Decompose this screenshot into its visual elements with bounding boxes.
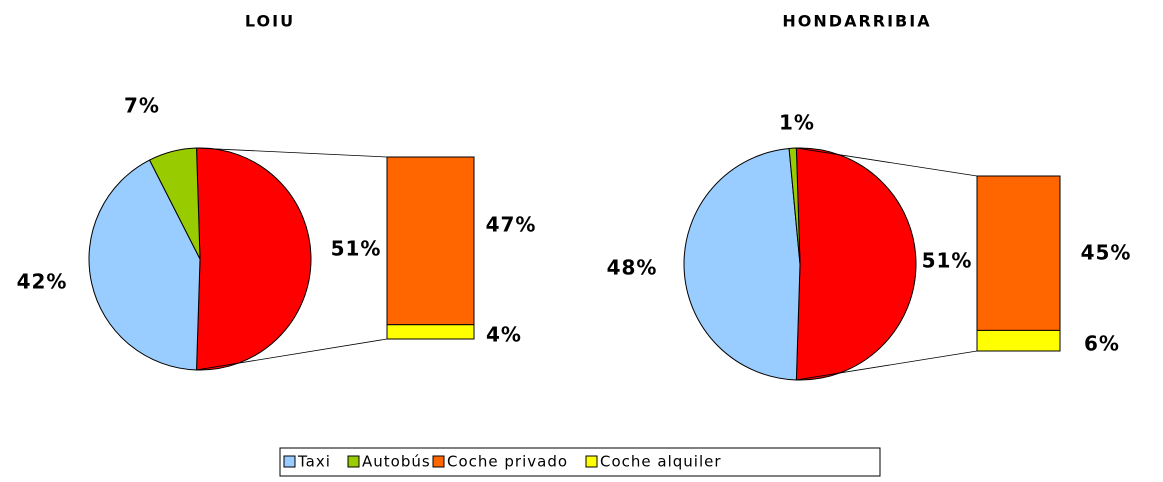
data-label: 45% (1081, 241, 1132, 265)
legend-swatch (283, 455, 296, 468)
legend-label: Coche privado (447, 453, 568, 471)
data-label: 4% (486, 323, 522, 347)
data-label: 51% (331, 237, 382, 261)
data-label: 51% (922, 249, 973, 273)
chart-title: HONDARRIBIA (782, 12, 931, 31)
connector (196, 338, 388, 371)
pie-slice (795, 147, 917, 381)
legend-label: Taxi (297, 453, 331, 471)
legend-label: Autobús (362, 453, 431, 471)
bar-segment (976, 175, 1061, 331)
data-label: 42% (17, 270, 68, 294)
legend-swatch (432, 455, 445, 468)
bar-segment (976, 329, 1061, 352)
pie-slice (88, 159, 201, 371)
pie-slice (788, 147, 801, 265)
pie-slice (148, 147, 201, 260)
chart-title: LOIU (245, 12, 295, 31)
data-label: 6% (1084, 332, 1120, 356)
legend-swatch (585, 455, 598, 468)
legend-swatch (347, 455, 360, 468)
legend-label: Coche alquiler (600, 453, 722, 471)
connector (196, 147, 388, 158)
pie-slice (683, 147, 801, 381)
connector (796, 147, 978, 177)
data-label: 48% (607, 256, 658, 280)
pie-slice (195, 147, 312, 371)
data-label: 7% (124, 94, 160, 118)
bar-segment (386, 156, 475, 326)
connector (796, 350, 978, 381)
data-label: 47% (486, 213, 537, 237)
legend-box (279, 447, 881, 477)
data-label: 1% (779, 111, 815, 135)
bar-segment (386, 324, 475, 340)
